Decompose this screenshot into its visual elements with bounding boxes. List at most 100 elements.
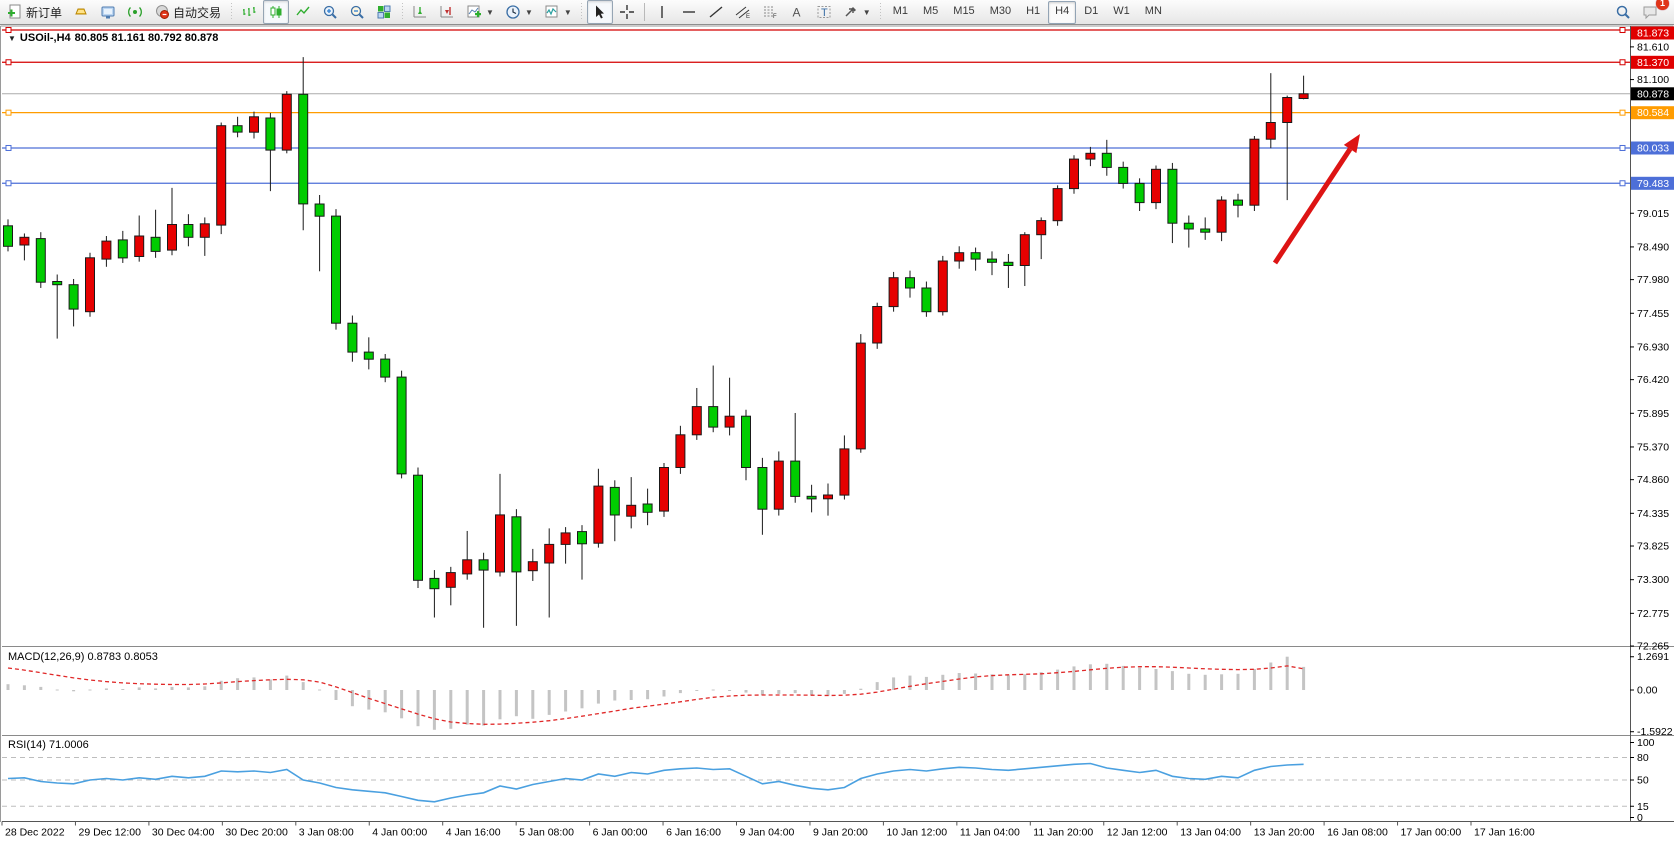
candle: [773, 460, 784, 510]
notification-count-badge: 1: [1656, 0, 1669, 10]
time-axis[interactable]: 28 Dec 2022 29 Dec 12:00 30 Dec 04:00 30 De…: [1, 821, 1535, 839]
line-handle: [1619, 144, 1626, 151]
indicators-button[interactable]: ▼: [461, 0, 499, 24]
price-tick-label: 76.420: [1637, 374, 1669, 386]
macd-histogram-bar: [875, 682, 879, 690]
zoom-in-button[interactable]: [317, 0, 343, 24]
macd-histogram-bar: [203, 686, 207, 690]
candle: [609, 486, 620, 516]
search-button[interactable]: [1610, 0, 1636, 24]
tab-D1[interactable]: D1: [1084, 4, 1099, 17]
macd-histogram-bar: [104, 688, 108, 690]
step-back-button[interactable]: [407, 0, 433, 24]
zoom-out-button[interactable]: [344, 0, 370, 24]
market-watch-button[interactable]: [68, 0, 94, 24]
candle: [691, 406, 702, 436]
candle: [511, 516, 522, 573]
chart-symbol-period: USOil-,H4: [19, 32, 71, 44]
tab-MN[interactable]: MN: [1144, 4, 1162, 17]
tile-windows-button[interactable]: [371, 0, 397, 24]
candle: [134, 235, 145, 257]
cursor-tool-button[interactable]: [586, 0, 613, 24]
candle: [757, 467, 768, 510]
tab-W1[interactable]: W1: [1113, 4, 1130, 17]
macd-axis-label: 1.2691: [1637, 651, 1669, 663]
tab-M30[interactable]: M30: [989, 4, 1012, 17]
price-tick-label: 74.860: [1637, 474, 1669, 486]
price-badge: [1631, 87, 1674, 101]
tab-M5[interactable]: M5: [923, 4, 939, 17]
price-tick-label: 75.370: [1637, 442, 1669, 454]
macd-histogram-bar: [662, 690, 666, 697]
candle: [937, 260, 948, 313]
macd-histogram-bar: [334, 690, 338, 700]
crosshair-tool-button[interactable]: [614, 0, 640, 24]
trend-arrow[interactable]: [1272, 134, 1360, 265]
symbol-dropdown-icon[interactable]: ▼: [8, 33, 16, 43]
tab-H1[interactable]: H1: [1026, 4, 1041, 17]
macd-histogram-bar: [1236, 673, 1240, 690]
horizontal-line-icon: [682, 11, 695, 13]
terminal-button[interactable]: [95, 0, 121, 24]
macd-histogram-bar: [646, 690, 650, 700]
rsi-header: RSI(14) 71.0006: [8, 739, 89, 751]
time-tick-label: 9 Jan 04:00: [740, 827, 795, 839]
candle: [806, 495, 817, 500]
shapes-arrows-icon: [845, 7, 856, 17]
arrows-tool-button[interactable]: ▼: [838, 0, 876, 24]
macd-histogram-bar: [301, 682, 305, 690]
notifications-button[interactable]: 1: [1637, 0, 1669, 24]
macd-histogram-bar: [1138, 667, 1142, 690]
templates-button[interactable]: ▼: [539, 0, 577, 24]
tab-H4[interactable]: H4: [1048, 0, 1077, 24]
chart-step-end-icon: [440, 6, 454, 18]
label-tool-button[interactable]: T: [811, 0, 837, 24]
macd-histogram-bar: [1105, 663, 1109, 690]
candle: [1265, 122, 1276, 140]
horizontal-levels[interactable]: [2, 27, 1630, 187]
periods-button[interactable]: ▼: [500, 0, 538, 24]
macd-axis-label: 0.00: [1637, 685, 1658, 697]
chart-window[interactable]: 81.610 81.100 79.015 78.490 77.980 77.455 76.9…: [0, 25, 1674, 843]
macd-histogram-bar: [1285, 656, 1289, 690]
candle: [183, 224, 194, 238]
time-tick-label: 3 Jan 08:00: [299, 827, 354, 839]
auto-trading-button[interactable]: 自动交易: [149, 0, 226, 24]
macd-header: MACD(12,26,9) 0.8783 0.8053: [8, 651, 158, 663]
macd-histogram-bar: [777, 690, 781, 694]
fibonacci-tool-button[interactable]: F: [757, 0, 783, 24]
macd-histogram-bar: [1072, 666, 1076, 690]
chart-svg[interactable]: 81.610 81.100 79.015 78.490 77.980 77.455 76.9…: [0, 25, 1674, 843]
tile-windows-icon: [377, 5, 391, 19]
tab-M1[interactable]: M1: [892, 4, 908, 17]
candle: [150, 236, 161, 252]
step-forward-button[interactable]: [434, 0, 460, 24]
candle: [1036, 220, 1047, 236]
candle: [3, 225, 13, 247]
vertical-line-tool-button[interactable]: [649, 0, 675, 24]
candlestick-mode-button[interactable]: [263, 0, 290, 24]
candle: [495, 514, 505, 573]
new-order-button[interactable]: 新订单: [2, 0, 67, 24]
macd-histogram-bar: [1170, 671, 1174, 690]
text-tool-button[interactable]: A: [784, 0, 810, 24]
bar-chart-mode-button[interactable]: [236, 0, 262, 24]
macd-histogram-bar: [957, 673, 961, 690]
channel-tool-button[interactable]: E: [730, 0, 756, 24]
signals-button[interactable]: [122, 0, 148, 24]
time-tick-label: 10 Jan 12:00: [886, 827, 947, 839]
price-axis[interactable]: 81.610 81.100 79.015 78.490 77.980 77.455 76.9…: [1630, 26, 1674, 653]
macd-histogram-bar: [580, 690, 584, 709]
trendline-tool-button[interactable]: [703, 0, 729, 24]
time-tick-label: 5 Jan 08:00: [519, 827, 574, 839]
tab-M15[interactable]: M15: [953, 4, 975, 17]
macd-histogram-bar: [252, 677, 256, 690]
svg-text:E: E: [746, 14, 750, 20]
macd-histogram-bar: [613, 690, 617, 701]
horizontal-line-tool-button[interactable]: [676, 0, 702, 24]
macd-histogram-bar: [1220, 674, 1224, 690]
macd-histogram-bar: [941, 674, 945, 690]
line-chart-mode-button[interactable]: [290, 0, 316, 24]
rsi-line: [7, 762, 1304, 803]
line-handle: [5, 27, 12, 34]
